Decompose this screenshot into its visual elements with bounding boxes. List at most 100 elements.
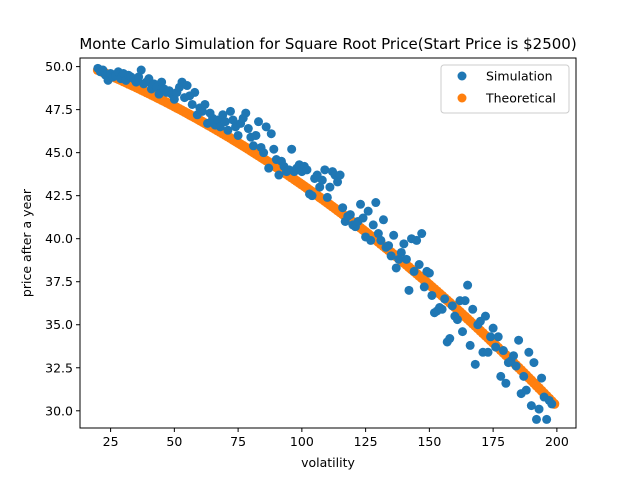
x-tick-label: 175 (481, 434, 505, 449)
x-tick-label: 75 (230, 434, 246, 449)
simulation-point (356, 199, 366, 209)
simulation-point (414, 260, 424, 270)
simulation-point (401, 254, 411, 264)
simulation-point (521, 385, 531, 395)
simulation-point (511, 361, 521, 371)
simulation-point (335, 170, 345, 180)
x-tick-label: 150 (417, 434, 441, 449)
x-tick-label: 100 (290, 434, 314, 449)
simulation-point (491, 342, 501, 352)
simulation-point (424, 268, 434, 278)
simulation-point (460, 296, 470, 306)
x-tick-label: 125 (354, 434, 378, 449)
simulation-point (396, 247, 406, 257)
simulation-point (399, 239, 409, 249)
simulation-point (488, 323, 498, 333)
simulation-point (376, 235, 386, 245)
simulation-point (134, 72, 144, 82)
simulation-point (259, 148, 269, 158)
simulation-point (427, 290, 437, 300)
simulation-point (190, 87, 200, 97)
simulation-point (447, 301, 457, 311)
simulation-point (501, 378, 511, 388)
simulation-point (445, 334, 455, 344)
simulation-point (373, 229, 383, 239)
simulation-point (458, 327, 468, 337)
simulation-point (315, 182, 325, 192)
y-axis-label: price after a year (19, 188, 34, 297)
plot-frame (79, 57, 577, 429)
x-axis-label: volatility (301, 455, 355, 470)
simulation-point (419, 282, 429, 292)
simulation-point (254, 117, 264, 127)
simulation-point (157, 77, 167, 87)
simulation-point (264, 163, 274, 173)
y-tick-label: 42.5 (45, 188, 73, 203)
x-tick-label: 200 (545, 434, 569, 449)
simulation-point (483, 347, 493, 357)
y-axis-ticks: 30.0 32.5 35.0 37.5 40.0 42.5 45.0 47.5 50.0 (45, 59, 80, 418)
simulation-point (248, 141, 258, 151)
legend: Simulation Theoretical (440, 64, 570, 114)
simulation-point (241, 108, 251, 118)
legend-marker-simulation (457, 71, 467, 81)
y-tick-label: 50.0 (45, 59, 73, 74)
simulation-point (542, 414, 552, 424)
legend-label-theoretical: Theoretical (485, 91, 556, 106)
y-tick-label: 32.5 (45, 360, 73, 375)
simulation-point (378, 215, 388, 225)
y-tick-label: 47.5 (45, 102, 73, 117)
simulation-point (223, 125, 233, 135)
simulation-point (409, 266, 419, 276)
y-tick-label: 35.0 (45, 317, 73, 332)
simulation-point (470, 359, 480, 369)
simulation-point (366, 235, 376, 245)
simulation-point (465, 340, 475, 350)
simulation-point (526, 401, 536, 411)
simulation-point (386, 251, 396, 261)
simulation-point (498, 346, 508, 356)
simulation-point (394, 254, 404, 264)
simulation-point (389, 230, 399, 240)
simulation-point (509, 351, 519, 361)
simulation-point (182, 81, 192, 91)
simulation-point (412, 235, 422, 245)
simulation-point (169, 94, 179, 104)
simulation-point (468, 304, 478, 314)
simulation-point (266, 129, 276, 139)
simulation-point (345, 210, 355, 220)
simulation-point (363, 206, 373, 216)
simulation-point (391, 263, 401, 273)
simulation-point (437, 304, 447, 314)
simulation-point (233, 130, 243, 140)
x-tick-label: 25 (103, 434, 119, 449)
simulation-point (333, 177, 343, 187)
simulation-point (200, 99, 210, 109)
simulation-point (136, 65, 146, 75)
simulation-point (228, 115, 238, 125)
simulation-point (519, 371, 529, 381)
simulation-point (225, 106, 235, 116)
simulation-point (287, 144, 297, 154)
legend-box (440, 64, 570, 114)
simulation-point (187, 99, 197, 109)
simulation-point (368, 220, 378, 230)
y-tick-label: 40.0 (45, 231, 73, 246)
simulation-point (440, 294, 450, 304)
simulation-point (338, 203, 348, 213)
simulation-point (496, 371, 506, 381)
simulation-point (534, 404, 544, 414)
simulation-point (320, 165, 330, 175)
simulation-point (251, 130, 261, 140)
simulation-point (547, 399, 557, 409)
simulation-point (269, 144, 279, 154)
simulation-point (417, 229, 427, 239)
chart-title: Monte Carlo Simulation for Square Root P… (79, 35, 576, 53)
simulation-point (404, 285, 414, 295)
y-tick-label: 45.0 (45, 145, 73, 160)
x-tick-label: 50 (166, 434, 182, 449)
simulation-point (463, 280, 473, 290)
y-tick-label: 30.0 (45, 403, 73, 418)
legend-label-simulation: Simulation (486, 69, 553, 84)
